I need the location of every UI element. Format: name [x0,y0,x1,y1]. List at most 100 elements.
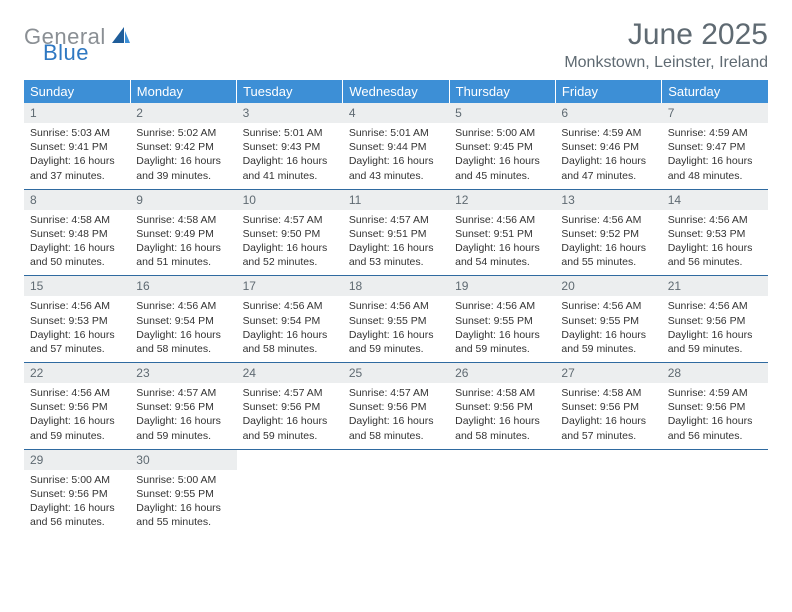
day-content-cell: Sunrise: 4:56 AMSunset: 9:55 PMDaylight:… [555,296,661,362]
brand-part2: Blue [43,40,89,65]
day-content-cell: Sunrise: 4:56 AMSunset: 9:56 PMDaylight:… [24,383,130,449]
daylight-line: Daylight: 16 hours and 57 minutes. [30,328,124,356]
day-number-cell: 1 [24,103,130,123]
day-number-cell: 24 [237,363,343,384]
sunset-line: Sunset: 9:50 PM [243,227,337,241]
daylight-line: Daylight: 16 hours and 56 minutes. [30,501,124,529]
sunset-line: Sunset: 9:56 PM [30,400,124,414]
sunset-line: Sunset: 9:56 PM [668,400,762,414]
day-number-row: 1234567 [24,103,768,123]
weekday-header: Tuesday [237,80,343,103]
day-number-cell: 4 [343,103,449,123]
sunset-line: Sunset: 9:51 PM [455,227,549,241]
daylight-line: Daylight: 16 hours and 52 minutes. [243,241,337,269]
day-content-cell: Sunrise: 4:57 AMSunset: 9:50 PMDaylight:… [237,210,343,276]
calendar-body: 1234567Sunrise: 5:03 AMSunset: 9:41 PMDa… [24,103,768,535]
day-number-cell [237,449,343,470]
sunrise-line: Sunrise: 4:58 AM [30,213,124,227]
day-content-cell: Sunrise: 4:56 AMSunset: 9:55 PMDaylight:… [449,296,555,362]
sunset-line: Sunset: 9:54 PM [243,314,337,328]
day-content-cell: Sunrise: 4:56 AMSunset: 9:54 PMDaylight:… [130,296,236,362]
sunrise-line: Sunrise: 4:56 AM [30,299,124,313]
daylight-line: Daylight: 16 hours and 56 minutes. [668,241,762,269]
sunrise-line: Sunrise: 4:58 AM [561,386,655,400]
day-content-cell: Sunrise: 4:56 AMSunset: 9:51 PMDaylight:… [449,210,555,276]
day-number-cell: 5 [449,103,555,123]
sunrise-line: Sunrise: 4:57 AM [349,213,443,227]
day-content-cell: Sunrise: 4:58 AMSunset: 9:48 PMDaylight:… [24,210,130,276]
sunrise-line: Sunrise: 5:00 AM [30,473,124,487]
sunset-line: Sunset: 9:45 PM [455,140,549,154]
day-content-cell: Sunrise: 5:03 AMSunset: 9:41 PMDaylight:… [24,123,130,189]
day-number-cell [449,449,555,470]
sunrise-line: Sunrise: 4:56 AM [668,213,762,227]
sunrise-line: Sunrise: 4:56 AM [561,299,655,313]
day-content-cell: Sunrise: 4:57 AMSunset: 9:56 PMDaylight:… [130,383,236,449]
daylight-line: Daylight: 16 hours and 57 minutes. [561,414,655,442]
day-number-cell: 6 [555,103,661,123]
daylight-line: Daylight: 16 hours and 37 minutes. [30,154,124,182]
sunset-line: Sunset: 9:51 PM [349,227,443,241]
sunset-line: Sunset: 9:53 PM [668,227,762,241]
daylight-line: Daylight: 16 hours and 48 minutes. [668,154,762,182]
daylight-line: Daylight: 16 hours and 51 minutes. [136,241,230,269]
page-title: June 2025 [564,18,768,52]
daylight-line: Daylight: 16 hours and 58 minutes. [243,328,337,356]
sunrise-line: Sunrise: 4:57 AM [136,386,230,400]
weekday-header-row: Sunday Monday Tuesday Wednesday Thursday… [24,80,768,103]
daylight-line: Daylight: 16 hours and 58 minutes. [136,328,230,356]
sunset-line: Sunset: 9:56 PM [136,400,230,414]
sunset-line: Sunset: 9:52 PM [561,227,655,241]
day-number-cell: 15 [24,276,130,297]
weekday-header: Saturday [662,80,768,103]
day-number-cell: 12 [449,189,555,210]
weekday-header: Thursday [449,80,555,103]
day-number-cell: 30 [130,449,236,470]
day-content-cell [343,470,449,536]
day-number-cell: 16 [130,276,236,297]
day-number-cell: 21 [662,276,768,297]
calendar-table: Sunday Monday Tuesday Wednesday Thursday… [24,80,768,535]
day-content-cell: Sunrise: 5:00 AMSunset: 9:56 PMDaylight:… [24,470,130,536]
day-number-cell: 23 [130,363,236,384]
weekday-header: Monday [130,80,236,103]
daylight-line: Daylight: 16 hours and 59 minutes. [30,414,124,442]
day-number-cell: 22 [24,363,130,384]
weekday-header: Sunday [24,80,130,103]
title-block: June 2025 Monkstown, Leinster, Ireland [564,18,768,72]
day-number-cell: 13 [555,189,661,210]
sunset-line: Sunset: 9:54 PM [136,314,230,328]
day-number-cell: 20 [555,276,661,297]
sunrise-line: Sunrise: 5:00 AM [455,126,549,140]
daylight-line: Daylight: 16 hours and 59 minutes. [561,328,655,356]
day-content-cell: Sunrise: 5:02 AMSunset: 9:42 PMDaylight:… [130,123,236,189]
day-content-cell: Sunrise: 4:59 AMSunset: 9:56 PMDaylight:… [662,383,768,449]
sunrise-line: Sunrise: 4:56 AM [243,299,337,313]
day-number-cell: 28 [662,363,768,384]
daylight-line: Daylight: 16 hours and 45 minutes. [455,154,549,182]
day-number-cell: 11 [343,189,449,210]
sunset-line: Sunset: 9:55 PM [561,314,655,328]
day-content-row: Sunrise: 5:00 AMSunset: 9:56 PMDaylight:… [24,470,768,536]
sunset-line: Sunset: 9:56 PM [668,314,762,328]
sunset-line: Sunset: 9:56 PM [349,400,443,414]
sunset-line: Sunset: 9:55 PM [349,314,443,328]
daylight-line: Daylight: 16 hours and 55 minutes. [561,241,655,269]
day-number-cell: 8 [24,189,130,210]
day-content-cell [237,470,343,536]
day-content-cell: Sunrise: 5:00 AMSunset: 9:45 PMDaylight:… [449,123,555,189]
day-number-cell: 17 [237,276,343,297]
sunrise-line: Sunrise: 5:01 AM [243,126,337,140]
sunset-line: Sunset: 9:56 PM [243,400,337,414]
location: Monkstown, Leinster, Ireland [564,54,768,72]
daylight-line: Daylight: 16 hours and 55 minutes. [136,501,230,529]
day-content-cell: Sunrise: 4:58 AMSunset: 9:49 PMDaylight:… [130,210,236,276]
daylight-line: Daylight: 16 hours and 53 minutes. [349,241,443,269]
sunset-line: Sunset: 9:55 PM [455,314,549,328]
day-content-row: Sunrise: 4:58 AMSunset: 9:48 PMDaylight:… [24,210,768,276]
day-content-row: Sunrise: 4:56 AMSunset: 9:53 PMDaylight:… [24,296,768,362]
day-number-cell [555,449,661,470]
day-content-cell: Sunrise: 4:56 AMSunset: 9:53 PMDaylight:… [662,210,768,276]
day-content-cell: Sunrise: 4:57 AMSunset: 9:51 PMDaylight:… [343,210,449,276]
day-content-row: Sunrise: 4:56 AMSunset: 9:56 PMDaylight:… [24,383,768,449]
